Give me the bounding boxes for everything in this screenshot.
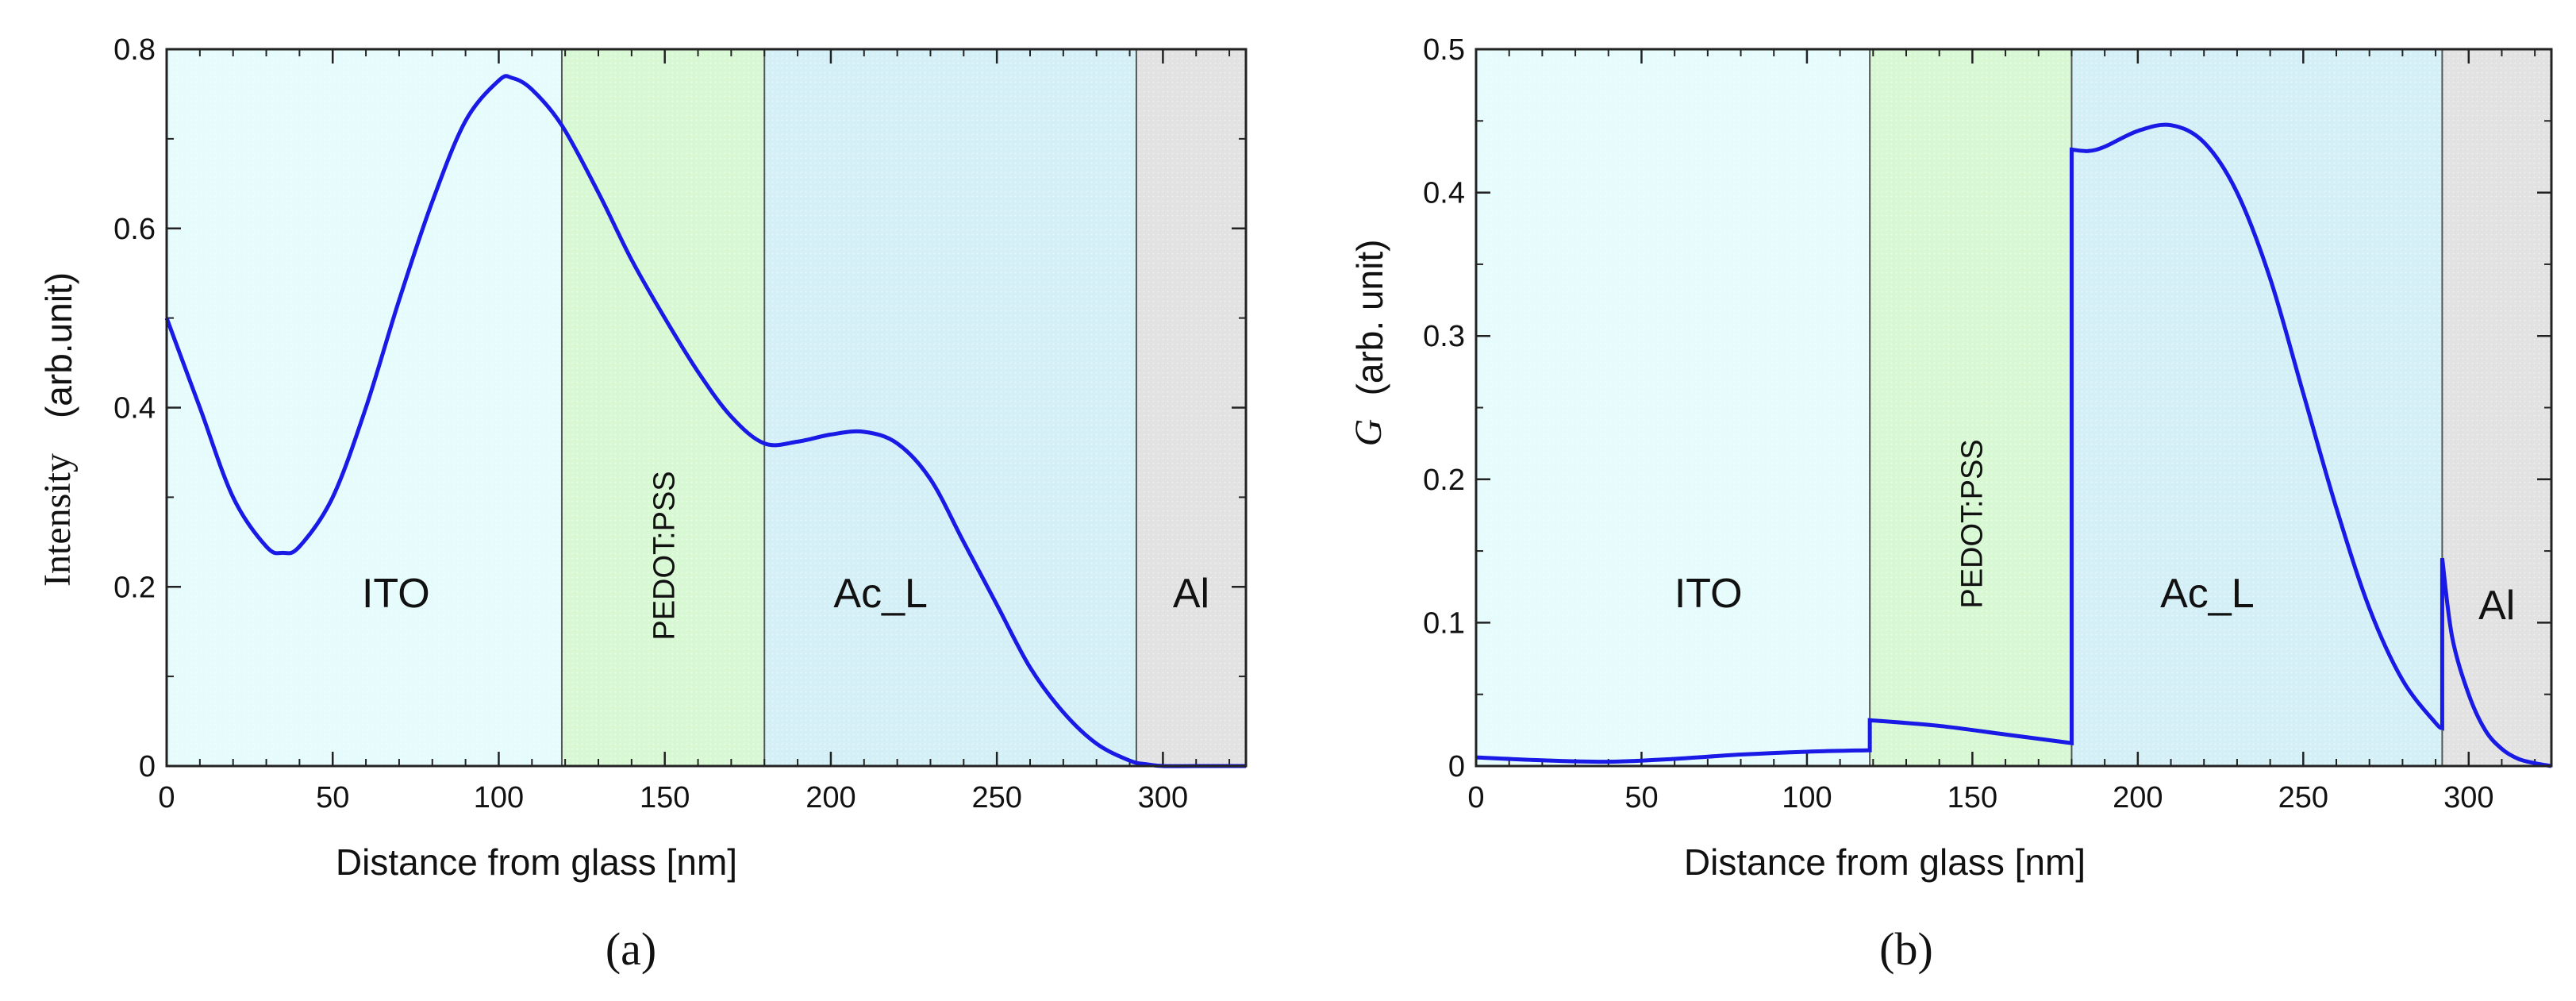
panel-a-caption: (a) xyxy=(606,923,656,975)
panel-b-y-tick-label-1: 0.1 xyxy=(1423,606,1465,640)
panel-a-region-label-ac-l: Ac_L xyxy=(833,571,928,617)
panel-a-x-tick-label-200: 200 xyxy=(805,781,855,814)
panel-b-y-tick-label-3: 0.3 xyxy=(1423,320,1465,353)
panel-b-x-tick-label-200: 200 xyxy=(2113,781,2163,814)
panel-a-plot-frame xyxy=(165,48,1248,768)
panel-a-x-axis-title: Distance from glass [nm] xyxy=(336,841,737,883)
panel-a-chart: ITO PEDOT:PSS Ac_L Al 0 50 100 150 200 250 300 0 0.… xyxy=(37,33,1248,975)
panel-a-x-tick-label-300: 300 xyxy=(1138,781,1188,814)
panel-b-region-label-ac-l: Ac_L xyxy=(2160,571,2255,617)
panel-b-x-tick-label-0: 0 xyxy=(1467,781,1484,814)
panel-a-y-tick-label-3: 0.6 xyxy=(113,213,156,246)
panel-a-x-tick-label-0: 0 xyxy=(158,781,175,814)
panel-b-x-tick-label-300: 300 xyxy=(2443,781,2493,814)
panel-a-region-al-texture xyxy=(1136,49,1246,766)
panel-b-y-tick-label-0: 0 xyxy=(1448,750,1465,783)
panel-a-y-tick-label-0: 0 xyxy=(139,750,156,783)
panel-b-x-tick-label-250: 250 xyxy=(2278,781,2328,814)
panel-a-intensity-curve xyxy=(164,74,1246,768)
panel-a-y-tick-label-2: 0.4 xyxy=(113,392,156,425)
panel-a-region-label-ito: ITO xyxy=(362,571,430,617)
panel-b-y-tick-label-5: 0.5 xyxy=(1423,33,1465,67)
panel-a-x-tick-label-250: 250 xyxy=(971,781,1021,814)
panel-b-region-ito-texture xyxy=(1476,49,1870,766)
panel-b-x-tick-label-150: 150 xyxy=(1947,781,1997,814)
panel-b-region-label-al: Al xyxy=(2478,583,2515,629)
panel-b-plot-frame xyxy=(1474,48,2553,768)
panel-b-x-tick-label-50: 50 xyxy=(1624,781,1658,814)
panel-a-x-tick-label-100: 100 xyxy=(474,781,524,814)
panel-a-y-tick-label-1: 0.2 xyxy=(113,571,156,604)
panel-b-region-label-ito: ITO xyxy=(1674,571,1743,617)
panel-b-region-al-texture xyxy=(2442,49,2551,766)
panel-b-y-tick-label-4: 0.4 xyxy=(1423,177,1465,210)
panel-b-x-tick-label-100: 100 xyxy=(1782,781,1832,814)
panel-a-region-label-pedot-pss: PEDOT:PSS xyxy=(648,471,682,640)
panel-a-x-tick-label-50: 50 xyxy=(316,781,349,814)
panel-a-y-axis-title-unit: (arb.unit) xyxy=(38,272,79,418)
panel-a-x-tick-label-150: 150 xyxy=(640,781,690,814)
panel-a-region-ac-l-texture xyxy=(764,49,1136,766)
panel-b-chart: ITO PEDOT:PSS Ac_L Al 0 50 100 150 200 250 300 0 0.… xyxy=(1348,33,2553,975)
panel-a-y-tick-label-4: 0.8 xyxy=(113,33,156,67)
panel-b-y-axis-title-unit: (arb. unit) xyxy=(1349,240,1390,396)
panel-a-region-pedot-pss-texture xyxy=(561,49,765,766)
panel-b-y-tick-label-2: 0.2 xyxy=(1423,464,1465,497)
panel-b-region-label-pedot-pss: PEDOT:PSS xyxy=(1955,439,1989,608)
panel-b-x-axis-title: Distance from glass [nm] xyxy=(1684,841,2086,883)
panel-b-caption: (b) xyxy=(1879,923,1933,975)
panel-b-y-axis-title-main: G xyxy=(1348,419,1390,447)
panel-a-region-label-al: Al xyxy=(1173,571,1209,617)
panel-b-region-ac-l-texture xyxy=(2071,49,2443,766)
panel-b-generation-curve xyxy=(1475,122,2552,768)
panel-b-region-pedot-pss-texture xyxy=(1870,49,2072,766)
panel-a-y-axis-title-main: Intensity xyxy=(37,453,79,587)
